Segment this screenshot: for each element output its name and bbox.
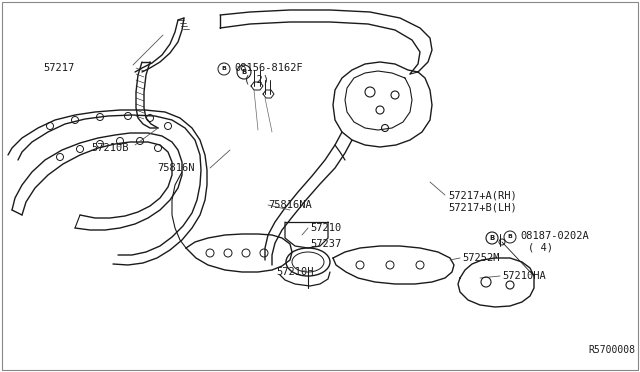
Text: B: B bbox=[490, 235, 495, 241]
Text: ( 2): ( 2) bbox=[244, 75, 269, 85]
Text: 57237: 57237 bbox=[310, 239, 341, 249]
Text: 57210: 57210 bbox=[310, 223, 341, 233]
Text: 57217: 57217 bbox=[44, 63, 75, 73]
Text: B: B bbox=[508, 234, 513, 240]
Text: B: B bbox=[241, 69, 246, 75]
Text: 57210B: 57210B bbox=[92, 143, 129, 153]
Text: 57217+A(RH): 57217+A(RH) bbox=[448, 190, 516, 200]
Text: 75816N: 75816N bbox=[157, 163, 195, 173]
Text: 75816NA: 75816NA bbox=[268, 200, 312, 210]
Text: ( 4): ( 4) bbox=[528, 243, 553, 253]
Text: R5700008: R5700008 bbox=[588, 345, 635, 355]
Text: 57217+B(LH): 57217+B(LH) bbox=[448, 202, 516, 212]
Text: 08187-0202A: 08187-0202A bbox=[520, 231, 589, 241]
Text: 57210H: 57210H bbox=[276, 267, 314, 277]
Text: 08156-8162F: 08156-8162F bbox=[234, 63, 303, 73]
Text: 57252M: 57252M bbox=[462, 253, 499, 263]
Text: B: B bbox=[221, 67, 227, 71]
Text: 57210HA: 57210HA bbox=[502, 271, 546, 281]
